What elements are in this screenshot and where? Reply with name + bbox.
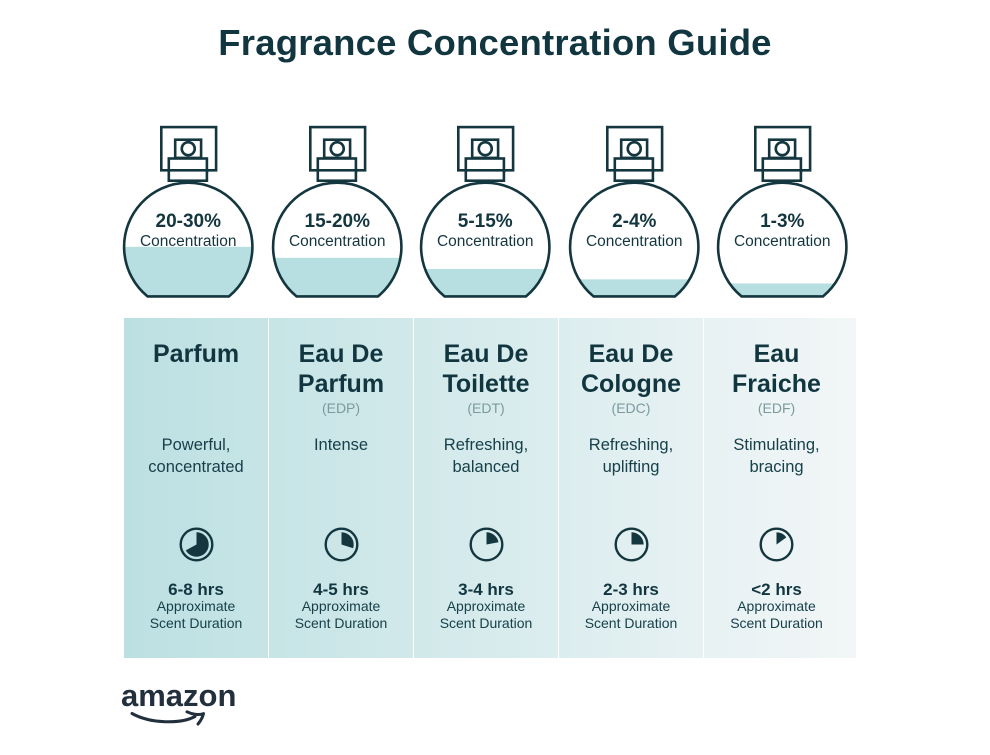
svg-text:Concentration: Concentration <box>289 233 386 250</box>
svg-text:1-3%: 1-3% <box>760 211 804 232</box>
svg-text:Concentration: Concentration <box>140 233 237 250</box>
svg-text:Concentration: Concentration <box>586 233 683 250</box>
svg-text:5-15%: 5-15% <box>458 211 513 232</box>
svg-text:20-30%: 20-30% <box>156 211 222 232</box>
svg-text:Concentration: Concentration <box>734 233 831 250</box>
svg-text:amazon: amazon <box>121 685 236 713</box>
svg-text:2-4%: 2-4% <box>612 211 656 232</box>
svg-text:15-20%: 15-20% <box>304 211 370 232</box>
svg-text:Concentration: Concentration <box>437 233 534 250</box>
